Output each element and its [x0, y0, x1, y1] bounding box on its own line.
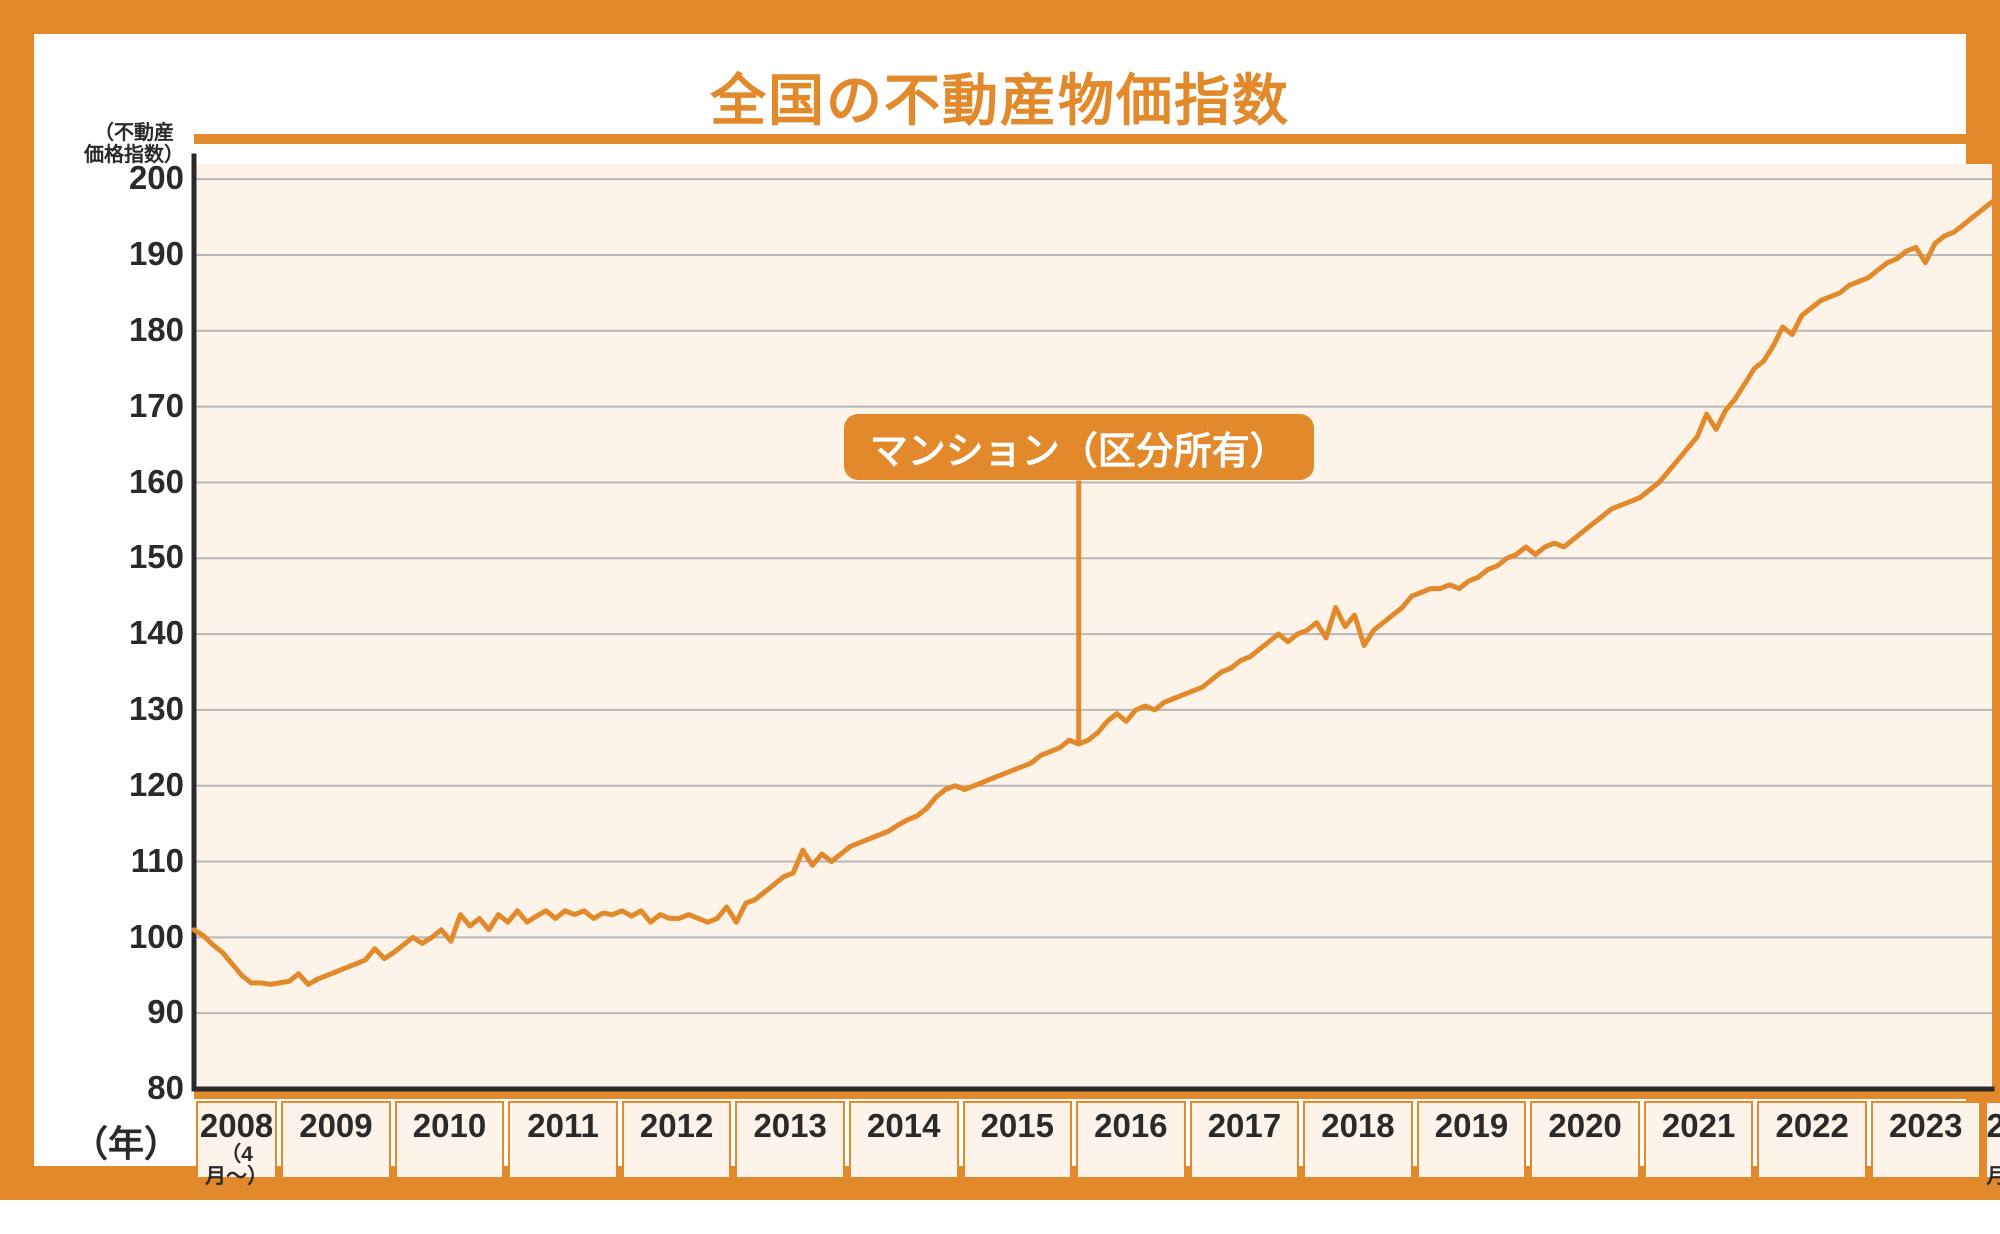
x-year-label: 2013: [753, 1107, 826, 1144]
x-year-label: 2011: [527, 1107, 599, 1144]
y-tick-label: 180: [114, 311, 184, 349]
x-year-label: 2019: [1435, 1107, 1508, 1144]
x-year-box: 2014: [849, 1101, 959, 1179]
x-year-box: 2012: [622, 1101, 732, 1179]
x-year-box: 2023: [1871, 1101, 1981, 1179]
series-callout-text: マンション（区分所有）: [870, 420, 1288, 475]
series-callout: マンション（区分所有）: [844, 414, 1314, 480]
y-tick-label: 160: [114, 463, 184, 501]
chart-title-underline: [194, 134, 1974, 144]
y-tick-label: 120: [114, 766, 184, 804]
x-year-label: 2016: [1094, 1107, 1167, 1144]
x-year-label: 2023: [1889, 1107, 1962, 1144]
y-tick-label: 200: [114, 159, 184, 197]
x-year-label: 2014: [867, 1107, 940, 1144]
y-tick-label: 100: [114, 918, 184, 956]
x-year-box: 2019: [1417, 1101, 1527, 1179]
x-year-box: 2010: [395, 1101, 505, 1179]
x-year-box: 2018: [1303, 1101, 1413, 1179]
x-axis-unit-label: （年）: [72, 1115, 180, 1167]
y-tick-label: 90: [114, 993, 184, 1031]
y-axis-paren-left: （: [94, 122, 114, 144]
x-year-label: 2017: [1208, 1107, 1281, 1144]
x-year-label: 2015: [981, 1107, 1054, 1144]
x-year-box: 2022: [1757, 1101, 1867, 1179]
x-year-box: 2015: [963, 1101, 1073, 1179]
chart-frame: 全国の不動産物価指数 （不動産 価格指数） 809010011012013014…: [0, 0, 2000, 1200]
y-axis-label-top: 不動産: [114, 122, 174, 144]
x-year-label: 2022: [1775, 1107, 1848, 1144]
x-year-sublabel: （1月）: [1987, 1144, 2000, 1188]
x-year-label: 2012: [640, 1107, 713, 1144]
y-tick-label: 140: [114, 614, 184, 652]
x-year-label: 2018: [1321, 1107, 1394, 1144]
x-year-label: 2020: [1548, 1107, 1621, 1144]
plot-area: [194, 164, 1992, 1089]
chart-title-text: 全国の不動産物価指数: [710, 69, 1290, 132]
x-year-box: 2017: [1190, 1101, 1300, 1179]
x-year-label: 2024: [1987, 1107, 2000, 1144]
x-axis-unit-text: （年）: [72, 1123, 180, 1164]
y-tick-label: 110: [114, 842, 184, 880]
y-tick-label: 80: [114, 1069, 184, 1107]
x-year-box: 2013: [735, 1101, 845, 1179]
x-year-box: 2020: [1530, 1101, 1640, 1179]
y-tick-label: 190: [114, 235, 184, 273]
x-year-label: 2010: [413, 1107, 486, 1144]
x-year-box: 2021: [1644, 1101, 1754, 1179]
x-year-box: 2008（4月〜）: [196, 1101, 277, 1179]
x-year-label: 2021: [1662, 1107, 1735, 1144]
chart-title: 全国の不動産物価指数: [34, 56, 1966, 137]
y-tick-label: 170: [114, 387, 184, 425]
x-year-sublabel: （4月〜）: [198, 1144, 275, 1188]
x-year-box: 2016: [1076, 1101, 1186, 1179]
y-tick-label: 150: [114, 538, 184, 576]
x-year-box: 2009: [281, 1101, 391, 1179]
x-year-label: 2008: [200, 1107, 273, 1144]
x-year-label: 2009: [299, 1107, 372, 1144]
x-year-box: 2011: [508, 1101, 618, 1179]
x-year-box: 2024（1月）: [1985, 1101, 2000, 1179]
y-tick-label: 130: [114, 690, 184, 728]
